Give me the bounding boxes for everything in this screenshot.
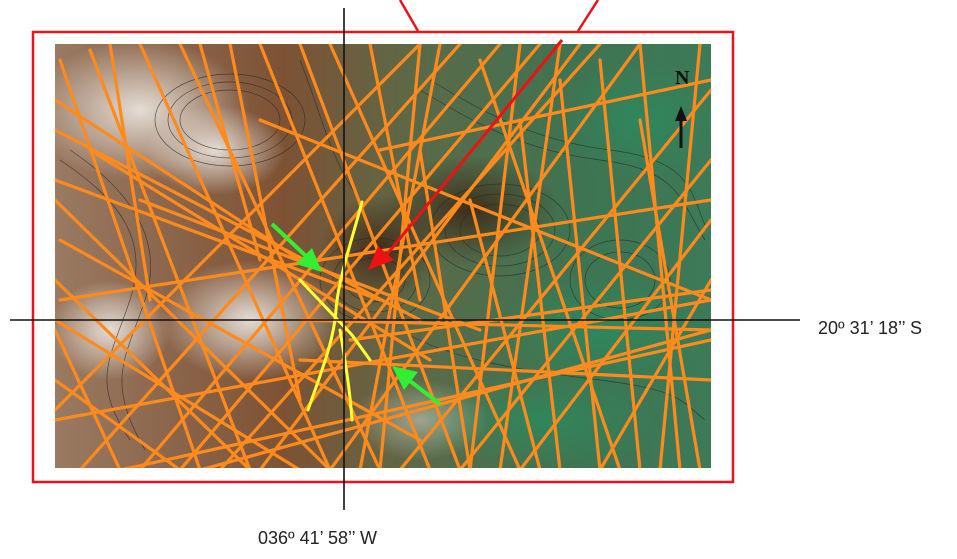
track-line <box>459 158 711 468</box>
green-arrow-icon <box>392 366 442 406</box>
north-label: N <box>675 67 690 89</box>
track-line <box>58 198 711 302</box>
leader-line-left <box>398 0 420 32</box>
track-line <box>58 58 202 468</box>
track-line <box>108 44 152 302</box>
track-line <box>478 58 622 468</box>
track-line <box>55 98 302 262</box>
track-line <box>58 238 422 442</box>
leader-line-right <box>576 0 600 32</box>
track-line <box>55 198 331 468</box>
map-frame <box>31 30 735 484</box>
track-line <box>399 88 711 468</box>
highlight-diagonal-line <box>298 278 372 362</box>
track-line <box>368 44 422 302</box>
highlight-arc-line <box>306 200 364 412</box>
track-line <box>329 44 642 468</box>
track-line <box>121 338 711 468</box>
track-line <box>79 44 462 468</box>
track-line <box>298 358 711 382</box>
green-arrow-icon <box>270 222 322 272</box>
track-line <box>358 44 442 468</box>
track-line <box>348 288 711 342</box>
track-line <box>599 278 711 468</box>
track-line <box>658 44 702 468</box>
longitude-label: 036º 41’ 58’’ W <box>258 528 377 548</box>
track-line <box>55 328 121 468</box>
track-line <box>198 44 262 262</box>
track-line <box>55 178 382 302</box>
highlight-lower-arc <box>338 328 354 422</box>
track-line <box>328 44 521 468</box>
track-line <box>468 44 522 468</box>
track-line <box>378 78 711 152</box>
latitude-label: 20º 31’ 18’’ S <box>818 318 922 338</box>
track-line <box>55 378 180 468</box>
track-line <box>55 318 300 468</box>
track-line <box>258 118 711 302</box>
track-line <box>55 278 251 468</box>
track-line <box>498 44 562 468</box>
track-line <box>179 44 542 468</box>
north-arrow-icon <box>675 106 687 148</box>
track-line <box>88 48 251 468</box>
track-line <box>468 198 542 468</box>
track-line <box>139 44 502 468</box>
track-line <box>638 44 682 468</box>
highlight-lines <box>298 200 372 422</box>
track-line <box>55 44 422 412</box>
track-line <box>518 118 562 468</box>
red-arrow-icon <box>368 39 564 270</box>
